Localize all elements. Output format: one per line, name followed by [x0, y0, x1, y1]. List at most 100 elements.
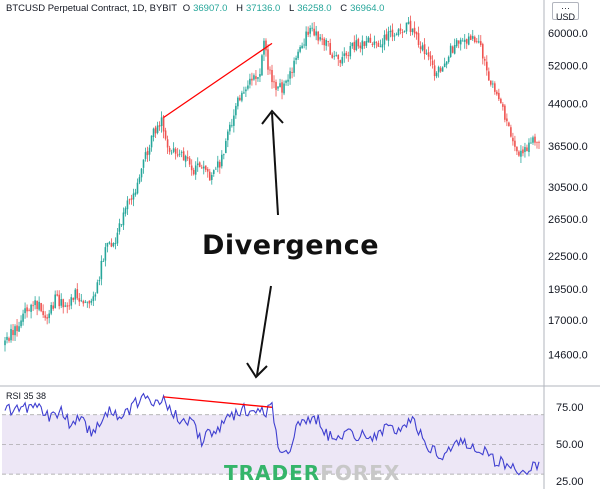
candle-body	[285, 80, 287, 83]
close-label: C	[340, 3, 348, 14]
candle-body	[508, 122, 510, 127]
candle-body	[26, 307, 28, 312]
candle-body	[52, 305, 54, 309]
candle-body	[122, 212, 125, 226]
candle-body	[423, 44, 426, 54]
candle-body	[227, 131, 229, 141]
currency-selector[interactable]: ··· USD	[552, 2, 579, 22]
candle-body	[255, 76, 257, 79]
candle-body	[34, 300, 36, 306]
candle-body	[124, 208, 127, 214]
candle-body	[190, 165, 193, 171]
candle-body	[469, 35, 472, 40]
candle-body	[351, 43, 354, 47]
price-tick-label: 52000.0	[548, 61, 588, 73]
candle-body	[287, 79, 289, 82]
candle-body	[180, 151, 183, 153]
low-label: L	[288, 3, 295, 14]
candle-body	[337, 55, 340, 60]
candle-body	[429, 55, 432, 60]
candle-body	[419, 46, 422, 50]
currency-label: USD	[555, 11, 575, 22]
candle-body	[355, 40, 358, 51]
candle-body	[154, 127, 157, 134]
candle-body	[114, 243, 117, 245]
candle-body	[534, 136, 536, 143]
candle-body	[339, 60, 342, 63]
candle-body	[391, 29, 394, 37]
candle-body	[447, 56, 450, 63]
candle-body	[367, 37, 370, 43]
candle-body	[150, 135, 153, 148]
rsi-legend[interactable]: RSI 35 38	[6, 391, 46, 401]
candle-body	[421, 45, 424, 51]
candle-body	[488, 71, 490, 81]
price-tick-label: 44000.0	[548, 99, 588, 111]
candle-body	[134, 192, 137, 195]
candle-body	[369, 37, 372, 43]
candle-body	[353, 41, 356, 50]
candle-body	[483, 59, 486, 61]
symbol-title[interactable]: BTCUSD Perpetual Contract, 1D, BYBIT	[6, 3, 178, 14]
candle-body	[321, 38, 323, 40]
candle-body	[299, 47, 301, 52]
candle-body	[465, 39, 468, 44]
candle-body	[120, 224, 123, 226]
candle-body	[349, 46, 352, 57]
candle-body	[297, 51, 299, 59]
candle-body	[269, 69, 271, 71]
candle-body	[112, 243, 115, 247]
candle-body	[194, 165, 197, 175]
candle-body	[347, 54, 350, 56]
candle-body	[229, 124, 231, 132]
candle-body	[219, 161, 221, 168]
candle-body	[295, 57, 297, 60]
candle-body	[279, 83, 281, 88]
candle-body	[383, 34, 386, 45]
candle-body	[413, 27, 416, 34]
arrow-down-head	[246, 362, 268, 379]
candle-body	[22, 313, 24, 322]
candle-body	[118, 223, 121, 232]
candle-body	[50, 305, 52, 314]
candle-body	[500, 98, 502, 104]
candle-body	[210, 174, 213, 180]
candle-body	[174, 148, 177, 154]
candle-body	[126, 200, 129, 210]
candle-body	[267, 49, 269, 70]
candle-body	[259, 74, 261, 77]
candle-body	[223, 154, 225, 156]
candle-body	[216, 161, 219, 168]
candle-body	[136, 182, 139, 194]
price-axis[interactable]: 14600.0 17000.0 19500.0 22500.0 26500.0 30500…	[548, 28, 588, 488]
open-label: O	[182, 3, 191, 14]
divergence-label: Divergence	[202, 230, 380, 261]
candle-body	[70, 297, 73, 306]
chart-legend-header: BTCUSD Perpetual Contract, 1D, BYBIT O 36…	[6, 3, 390, 14]
close-value: 36964.0	[350, 3, 385, 14]
candle-body	[88, 300, 91, 304]
candle-body	[237, 97, 239, 107]
candle-body	[528, 142, 530, 153]
candle-body	[66, 305, 69, 307]
candle-body	[48, 313, 50, 319]
candle-body	[373, 41, 376, 45]
price-tick-label: 30500.0	[548, 182, 588, 194]
candle-body	[459, 39, 462, 45]
candle-body	[477, 41, 480, 43]
candle-body	[403, 31, 406, 33]
candle-body	[399, 28, 402, 31]
candle-body	[176, 154, 179, 156]
price-tick-label: 19500.0	[548, 284, 588, 296]
candle-body	[317, 31, 319, 41]
candle-body	[245, 89, 247, 92]
rsi-indicator	[4, 392, 540, 476]
candle-body	[212, 170, 215, 174]
rsi-tick-label: 25.00	[556, 476, 584, 488]
candle-body	[433, 65, 436, 77]
candle-body	[327, 41, 330, 42]
candle-body	[263, 40, 265, 55]
candle-body	[289, 71, 291, 79]
arrow-down-shaft	[256, 285, 272, 376]
